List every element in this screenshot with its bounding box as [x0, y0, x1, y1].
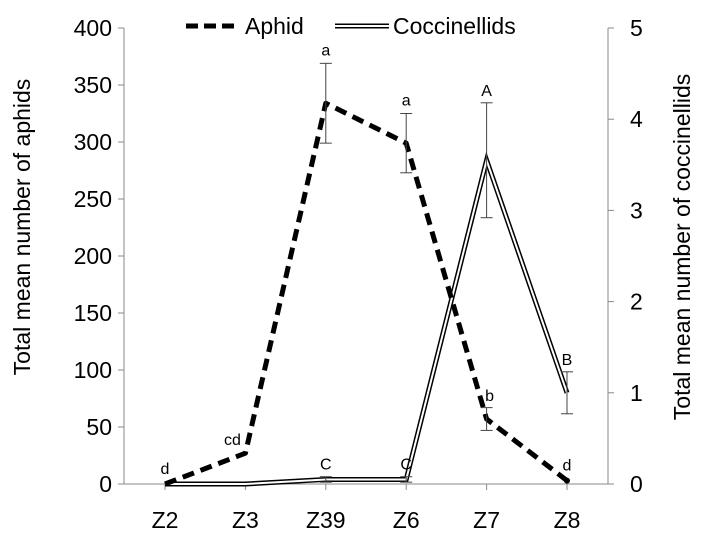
- right-tick-label: 2: [630, 289, 643, 315]
- left-tick-label: 150: [74, 300, 112, 326]
- coccinellids-sig-label: C: [400, 457, 412, 474]
- left-tick-label: 300: [74, 129, 112, 155]
- x-tick-label: Z2: [152, 507, 179, 533]
- series-layer: C C A Bd cd a a b d: [161, 42, 573, 487]
- legend-coccinellids-label: Coccinellids: [393, 13, 516, 39]
- left-axis-title: Total mean number of aphids: [9, 79, 35, 376]
- x-tick-label: Z6: [393, 507, 420, 533]
- right-axis-title: Total mean number of coccinellids: [669, 74, 695, 420]
- left-tick-label: 200: [74, 243, 112, 269]
- aphid-sig-label: b: [485, 388, 494, 405]
- right-axis: 0 1 2 3 4 5: [607, 15, 643, 497]
- left-axis: 0 50 100 150 200 250 300 350 400: [74, 15, 125, 497]
- right-tick-label: 5: [630, 15, 643, 41]
- coccinellids-sig-label: B: [562, 352, 573, 369]
- aphid-sig-label: a: [402, 93, 411, 110]
- coccinellids-sig-label: C: [320, 457, 332, 474]
- right-tick-label: 1: [630, 380, 643, 406]
- left-tick-label: 400: [74, 15, 112, 41]
- legend-aphid-label: Aphid: [245, 13, 304, 39]
- left-tick-label: 50: [86, 414, 112, 440]
- right-tick-label: 0: [630, 471, 643, 497]
- x-tick-label: Z39: [306, 507, 346, 533]
- aphid-sig-label: a: [321, 42, 330, 59]
- aphid-line: [164, 100, 569, 487]
- aphid-end-point: [564, 477, 570, 484]
- x-tick-label: Z8: [554, 507, 581, 533]
- aphid-sig-label: d: [161, 461, 170, 478]
- right-tick-label: 4: [630, 106, 643, 132]
- x-axis: Z2 Z3 Z39 Z6 Z7 Z8: [124, 483, 608, 533]
- left-tick-label: 0: [99, 471, 112, 497]
- aphid-sig-label: cd: [224, 432, 241, 449]
- left-tick-label: 350: [74, 72, 112, 98]
- left-tick-label: 250: [74, 186, 112, 212]
- aphid-sig-label: d: [563, 458, 572, 475]
- coccinellids-line-inner: [165, 156, 568, 485]
- left-tick-label: 100: [74, 357, 112, 383]
- coccinellids-sig-label: A: [481, 83, 492, 100]
- x-tick-label: Z3: [232, 507, 259, 533]
- legend: Aphid Coccinellids: [186, 13, 516, 39]
- x-tick-label: Z7: [473, 507, 500, 533]
- right-tick-label: 3: [630, 197, 643, 223]
